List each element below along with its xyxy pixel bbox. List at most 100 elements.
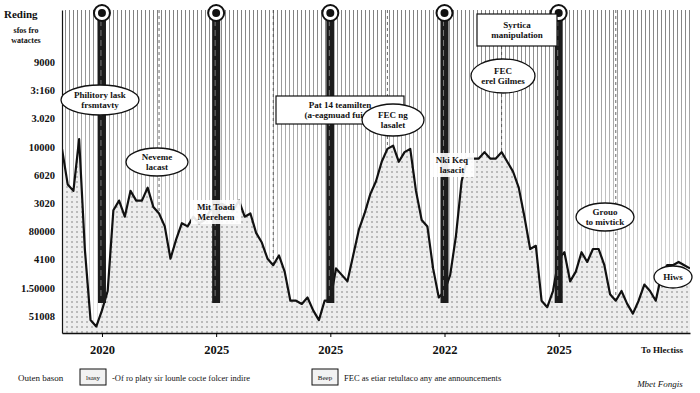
event-bar (212, 18, 220, 303)
y-label-text: 80000 (29, 226, 55, 237)
x-tick-mark (559, 333, 560, 337)
y-label-text: 3020 (34, 198, 55, 209)
area (62, 139, 690, 333)
plot-area (62, 139, 690, 333)
annotation-text: Merehem (198, 212, 235, 222)
annotation-text: Pat 14 teamilten (309, 100, 371, 110)
y-label-text: 51008 (29, 311, 55, 322)
event-ring (322, 5, 338, 21)
annotation: Hiws (654, 266, 692, 288)
x-tick-mark (445, 333, 446, 337)
y-label-text: 9000 (34, 57, 55, 68)
annotation-text: Mit Toadi (197, 202, 235, 212)
x-tick-mark (216, 333, 217, 337)
y-axis-line (62, 11, 63, 334)
notes-key-box (80, 369, 106, 385)
event-bar-stripe (329, 20, 330, 300)
y-label-text: 10000 (29, 142, 55, 153)
x-tick-label: 2025 (547, 343, 572, 357)
y-axis (62, 11, 63, 334)
annotation-text: sfos fro (14, 26, 39, 35)
event-bar-stripe (100, 20, 101, 300)
annotation: sfos frowatactes (11, 26, 40, 45)
event-dot (441, 9, 449, 17)
x-tick: 2020 (90, 333, 115, 357)
annotation-bg (191, 200, 241, 224)
annotation-text: Philitory lask (74, 90, 126, 100)
annotation-text: FEC ng (378, 110, 408, 120)
x-tick-mark (330, 333, 331, 337)
x-axis: 2020 2025 2025 2022 2025 (63, 333, 691, 357)
y-axis-title: Reding (4, 8, 38, 20)
background-hatch (62, 10, 690, 333)
annotation-text: lacast (146, 162, 168, 172)
annotation: Syrticamanipulation (477, 14, 557, 46)
event-dot (326, 9, 334, 17)
annotation-text: erel Gilmes (481, 76, 525, 86)
notes-text: FEC as etiar retultaco any ane announcem… (344, 373, 501, 383)
event-dot (212, 9, 220, 17)
notes-key-box (312, 369, 338, 385)
annotation-oval (61, 85, 139, 115)
annotation-oval (471, 59, 535, 93)
annotation: Philitory laskfrsmtavty (61, 85, 139, 115)
notes-key: Beep (318, 374, 333, 382)
event-ring (208, 5, 224, 21)
annotation-text: Grouo (593, 207, 618, 217)
event-bar (555, 18, 563, 303)
annotation-bg (430, 153, 474, 177)
y-axis-labels: 9000 3:160 3.020 10000 6020 3020 80000 4100 1.50… (21, 57, 55, 322)
notes-key: lsasy (86, 374, 101, 382)
y-label-text: 6020 (34, 170, 55, 181)
annotation-text: To Hlectiss (641, 345, 683, 355)
annotation-oval (654, 266, 692, 288)
y-label-text: 4100 (34, 254, 55, 265)
annotation: To Hlectiss (641, 345, 683, 355)
x-tick-label: 2025 (318, 343, 343, 357)
annotation: FECerel Gilmes (471, 59, 535, 93)
annotation-text: Nki Keq (436, 155, 468, 165)
notes-title: Outen bason (18, 373, 64, 383)
notes-text: -Of ro platy sir lounle cocte folcer ind… (112, 373, 250, 383)
annotation-box (477, 14, 557, 46)
annotation-text: Hiws (663, 272, 683, 282)
annotation: Grouoto mivtick (576, 203, 634, 231)
background-fade (62, 10, 690, 333)
annotations: Philitory laskfrsmtavty Nevemelacast Mit T… (11, 14, 692, 389)
chart-svg: 2020 2025 2025 2022 2025 9000 3:160 3.020 10000 6… (0, 0, 700, 393)
event-bar (326, 18, 334, 303)
event-dot (98, 9, 106, 17)
annotation-text: frsmtavty (81, 100, 119, 110)
x-tick-label: 2025 (204, 343, 229, 357)
event-ring (437, 5, 453, 21)
annotation-text: lasalet (381, 120, 406, 130)
x-tick-label: 2022 (433, 343, 458, 357)
annotation-text: Mbet Fongis (636, 379, 683, 389)
annotation-text: Syrtica (503, 20, 531, 30)
annotation-text: watactes (11, 36, 40, 45)
event-bar-stripe (215, 20, 216, 300)
annotation-text: manipulation (491, 30, 543, 40)
annotation: Mbet Fongis (636, 379, 683, 389)
event-bar-stripe (557, 20, 558, 300)
line (62, 139, 690, 326)
annotation: Nki Keqlasacit (430, 153, 474, 177)
y-label-text: 1.50000 (21, 283, 55, 294)
separator (615, 10, 616, 333)
annotation-text: lasacit (440, 165, 465, 175)
annotation-oval (362, 104, 424, 136)
x-tick: 2025 (318, 333, 343, 357)
annotation: FEC nglasalet (362, 104, 424, 136)
x-axis-line (63, 333, 691, 335)
y-label-text: 3:160 (31, 85, 56, 96)
y-label-text: 3.020 (31, 113, 55, 124)
annotation-text: to mivtick (586, 217, 625, 227)
event-bar (98, 18, 106, 303)
annotation-oval (576, 203, 634, 231)
annotation-oval (126, 148, 188, 176)
x-tick: 2022 (433, 333, 458, 357)
annotation-text: Neveme (142, 152, 172, 162)
annotation-text: FEC (494, 66, 512, 76)
notes: Outen bason lsasy -Of ro platy sir lounle … (18, 369, 501, 385)
annotation: Mit ToadiMerehem (191, 200, 241, 224)
